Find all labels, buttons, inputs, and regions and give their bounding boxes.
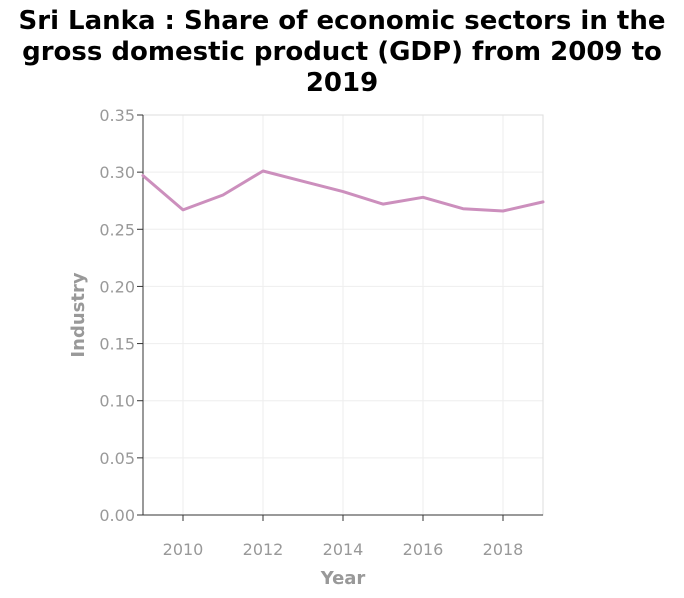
- chart-title: Sri Lanka : Share of economic sectors in…: [18, 6, 666, 98]
- y-tick-label: 0.20: [99, 277, 135, 296]
- tick-labels: 0.00 0.05 0.10 0.15 0.20 0.25 0.30 0.35 2010 2012…: [99, 106, 523, 559]
- series: [141, 169, 545, 213]
- x-tick-label: 2012: [243, 540, 284, 559]
- x-tick-label: 2018: [483, 540, 524, 559]
- x-tick-label: 2010: [163, 540, 204, 559]
- y-axis-label: Industry: [68, 272, 89, 357]
- y-tick-label: 0.30: [99, 163, 135, 182]
- y-tick-label: 0.05: [99, 449, 135, 468]
- grid: [143, 114, 543, 516]
- x-tick-label: 2016: [403, 540, 444, 559]
- series-line: [141, 169, 545, 213]
- y-tick-label: 0.00: [99, 506, 135, 525]
- axes: [137, 114, 543, 521]
- y-tick-label: 0.15: [99, 335, 135, 354]
- y-tick-label: 0.10: [99, 392, 135, 411]
- y-tick-label: 0.25: [99, 220, 135, 239]
- y-tick-label: 0.35: [99, 106, 135, 125]
- x-axis-label: Year: [320, 568, 366, 589]
- x-tick-label: 2014: [323, 540, 364, 559]
